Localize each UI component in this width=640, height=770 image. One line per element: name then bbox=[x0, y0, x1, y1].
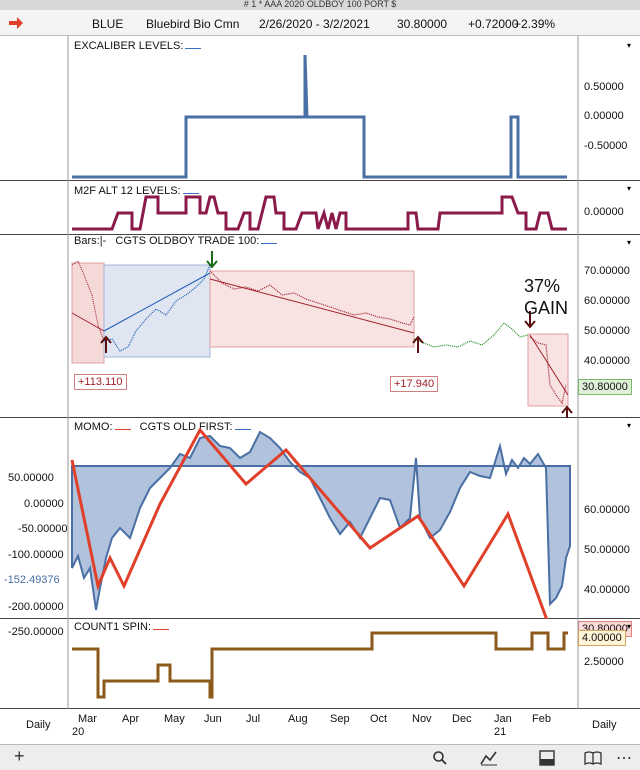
left-tick: 50.00000 bbox=[8, 472, 54, 484]
excaliber-pane[interactable]: EXCALIBER LEVELS: ▾ 0.50000 0.00000 -0.5… bbox=[0, 36, 640, 181]
price-change-pct: +2.39% bbox=[514, 17, 556, 31]
price-plot: ▾ bbox=[67, 235, 631, 418]
y-tick: 0.50000 bbox=[584, 81, 624, 93]
left-tick: -200.00000 bbox=[8, 601, 64, 613]
date-range: 2/26/2020 - 3/2/2021 bbox=[259, 17, 370, 31]
svg-text:▾: ▾ bbox=[627, 184, 631, 193]
book-icon[interactable] bbox=[584, 750, 602, 766]
month-label: Jan bbox=[494, 713, 512, 725]
layout-icon[interactable] bbox=[539, 750, 555, 766]
current-price-tag: 30.80000 bbox=[578, 379, 632, 395]
month-label: Jul bbox=[246, 713, 261, 725]
y-tick: 60.00000 bbox=[584, 295, 630, 307]
count-plot: ▾ bbox=[67, 619, 631, 709]
window-title: # 1 * AAA 2020 OLDBOY 100 PORT $ bbox=[0, 0, 640, 10]
gain-percent: 37% bbox=[524, 276, 561, 296]
left-tick: -50.00000 bbox=[18, 523, 68, 535]
symbol-ticker: BLUE bbox=[92, 17, 124, 31]
x-axis: Daily Daily Mar Apr May Jun Jul Aug Sep … bbox=[0, 709, 640, 744]
count-label: COUNT1 SPIN: bbox=[74, 621, 170, 633]
right-tick: 50.00000 bbox=[584, 544, 630, 556]
month-label: Dec bbox=[452, 713, 472, 725]
month-label: Sep bbox=[330, 713, 350, 725]
svg-text:▾: ▾ bbox=[627, 421, 631, 430]
draw-line-icon[interactable] bbox=[480, 750, 498, 766]
trade-result-1: +113.110 bbox=[74, 374, 127, 390]
y-tick: 70.00000 bbox=[584, 265, 630, 277]
period-left[interactable]: Daily bbox=[26, 719, 51, 731]
left-tick: -100.00000 bbox=[8, 549, 64, 561]
month-label: Mar bbox=[78, 713, 97, 725]
y-tick: -0.50000 bbox=[584, 140, 628, 152]
gain-word: GAIN bbox=[524, 298, 569, 318]
year-label: 21 bbox=[494, 726, 507, 738]
svg-text:▾: ▾ bbox=[627, 238, 631, 247]
right-tick: 60.00000 bbox=[584, 504, 630, 516]
pane-menu-icon: ▾ bbox=[627, 41, 631, 50]
momo-pane[interactable]: MOMO: CGTS OLD FIRST: ▾ 50.00000 0.00000… bbox=[0, 418, 640, 638]
symbol-header: BLUE Bluebird Bio Cmn 2/26/2020 - 3/2/20… bbox=[0, 10, 640, 36]
month-label: May bbox=[164, 713, 185, 725]
search-icon[interactable] bbox=[432, 750, 448, 766]
count-current-tag: 4.00000 bbox=[578, 630, 626, 646]
price-pane[interactable]: Bars:|- CGTS OLDBOY TRADE 100: bbox=[0, 235, 640, 418]
left-tick: 0.00000 bbox=[24, 498, 64, 510]
month-label: Oct bbox=[370, 713, 388, 725]
last-price: 30.80000 bbox=[397, 17, 448, 31]
y-tick: 50.00000 bbox=[584, 325, 630, 337]
chart-area[interactable]: EXCALIBER LEVELS: ▾ 0.50000 0.00000 -0.5… bbox=[0, 36, 640, 744]
svg-text:▾: ▾ bbox=[627, 622, 631, 631]
period-right[interactable]: Daily bbox=[592, 719, 617, 731]
bottom-toolbar: + ⋯ bbox=[0, 744, 640, 770]
m2f-plot: ▾ bbox=[67, 181, 631, 235]
month-label: Jun bbox=[204, 713, 222, 725]
more-icon[interactable]: ⋯ bbox=[616, 750, 632, 767]
month-label: Aug bbox=[288, 713, 308, 725]
m2f-label: M2F ALT 12 LEVELS: bbox=[74, 185, 199, 197]
year-label: 20 bbox=[72, 726, 85, 738]
symbol-name: Bluebird Bio Cmn bbox=[146, 17, 240, 31]
y-tick: 2.50000 bbox=[584, 656, 624, 668]
month-label: Apr bbox=[122, 713, 140, 725]
momo-plot: ▾ bbox=[67, 418, 631, 619]
right-tick: 40.00000 bbox=[584, 584, 630, 596]
count-pane[interactable]: COUNT1 SPIN: ▾ 4.00000 2.50000 bbox=[0, 619, 640, 709]
momo-label: MOMO: CGTS OLD FIRST: bbox=[74, 421, 251, 433]
price-pane-label: Bars:|- CGTS OLDBOY TRADE 100: bbox=[74, 235, 278, 247]
trade-result-2: +17.940 bbox=[390, 376, 439, 392]
month-label: Nov bbox=[412, 713, 432, 725]
m2f-pane[interactable]: M2F ALT 12 LEVELS: ▾ 0.00000 bbox=[0, 181, 640, 235]
y-tick: 0.00000 bbox=[584, 206, 624, 218]
price-change: +0.72000 bbox=[468, 17, 519, 31]
y-tick: 0.00000 bbox=[584, 110, 624, 122]
y-tick: 40.00000 bbox=[584, 355, 630, 367]
plus-icon[interactable]: + bbox=[14, 746, 25, 766]
arrow-right-icon[interactable] bbox=[8, 16, 24, 30]
excaliber-plot: ▾ bbox=[67, 36, 631, 181]
excaliber-label: EXCALIBER LEVELS: bbox=[74, 40, 202, 52]
month-label: Feb bbox=[532, 713, 551, 725]
momo-current-value: -152.49376 bbox=[4, 574, 60, 586]
left-tick: -250.00000 bbox=[8, 626, 64, 638]
